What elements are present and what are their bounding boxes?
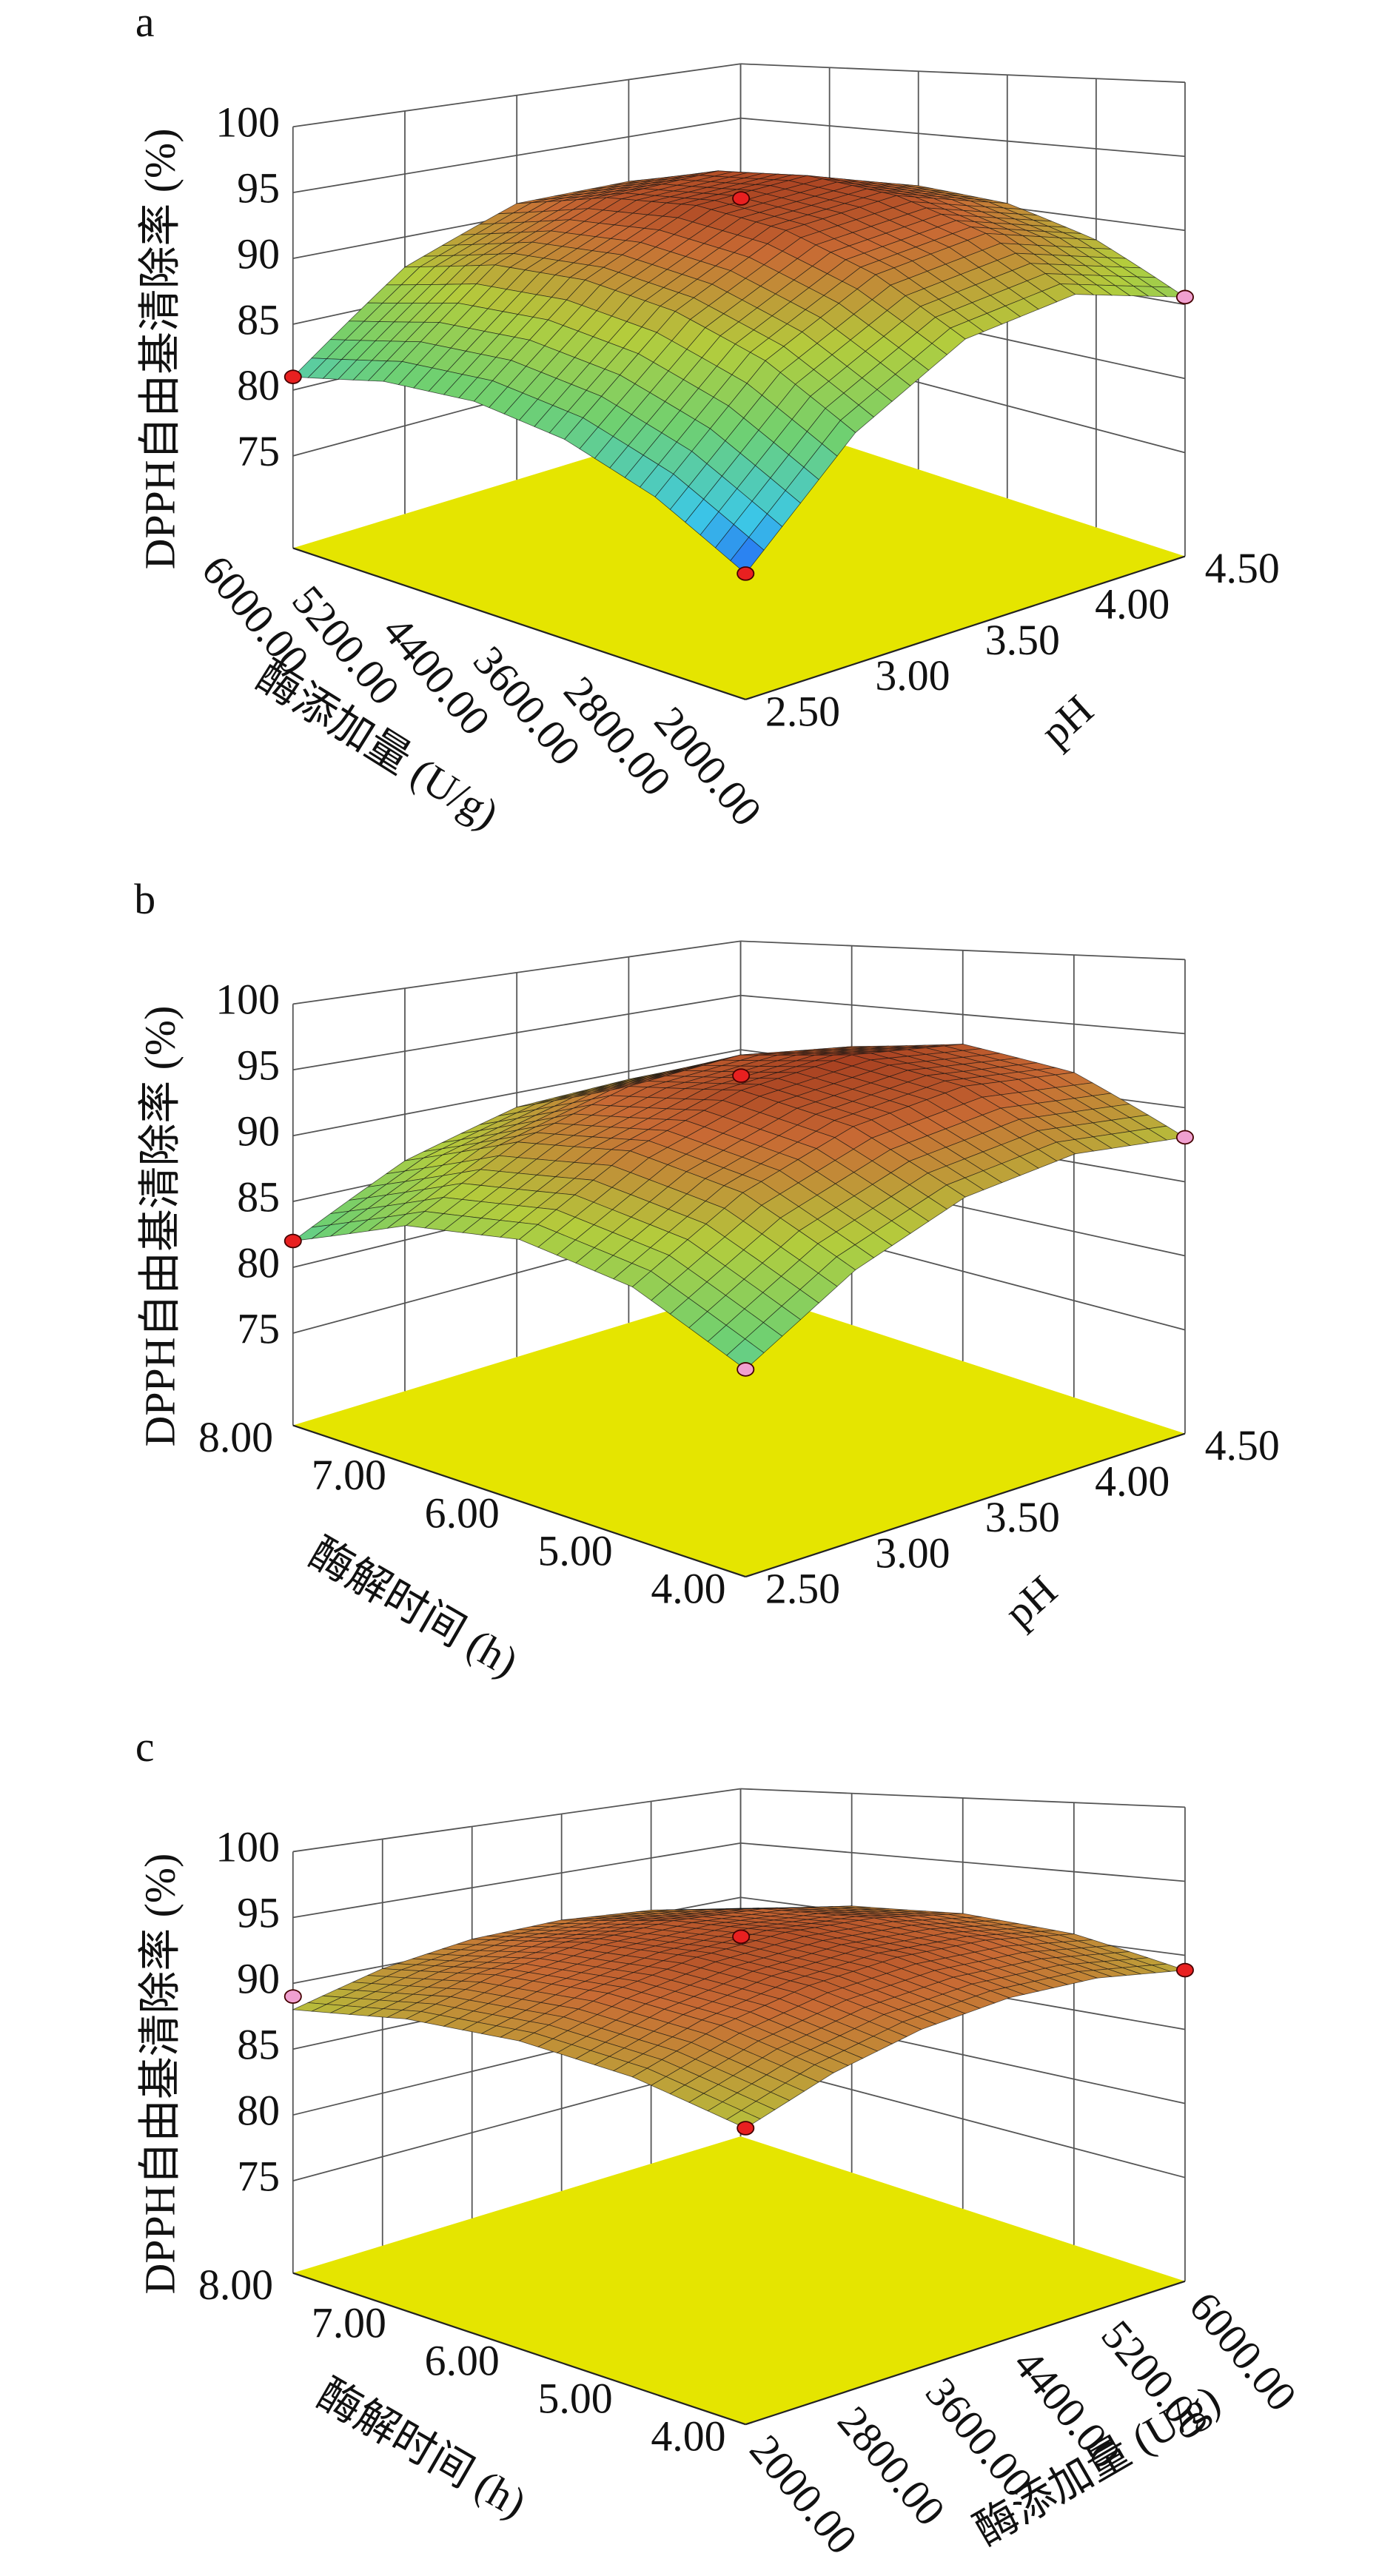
z-axis-title: DPPH自由基清除率 (%) bbox=[136, 1006, 184, 1447]
figure-body: a75808590951002.503.003.504.004.502000.0… bbox=[134, 0, 1306, 2563]
y-tick-label: 4.00 bbox=[1095, 1458, 1170, 1506]
floor bbox=[292, 2136, 1185, 2425]
z-tick-label: 75 bbox=[237, 1304, 280, 1352]
panel: c75808590951002000.002800.003600.004400.… bbox=[135, 1723, 1306, 2563]
z-tick-label: 100 bbox=[215, 1823, 280, 1871]
y-tick-label: 4.00 bbox=[1095, 580, 1170, 628]
design-point bbox=[1175, 1962, 1194, 1978]
design-point bbox=[737, 1362, 755, 1377]
design-point bbox=[284, 369, 302, 384]
z-tick-label: 90 bbox=[237, 1107, 280, 1155]
x-tick-label: 7.00 bbox=[312, 2298, 386, 2347]
panel-title: a bbox=[135, 0, 155, 46]
y-tick-label: 4.50 bbox=[1205, 1421, 1280, 1469]
design-point bbox=[1175, 1130, 1194, 1145]
x-axis-title: 酶解时间 (h) bbox=[309, 2369, 534, 2527]
floor bbox=[292, 1289, 1185, 1577]
z-tick-label: 95 bbox=[237, 164, 280, 212]
x-tick-label: 8.00 bbox=[198, 2261, 273, 2309]
surface-cell bbox=[730, 537, 765, 574]
z-tick-label: 90 bbox=[237, 1955, 280, 2003]
x-tick-label: 4.00 bbox=[651, 2412, 725, 2461]
x-tick-label: 5.00 bbox=[538, 2375, 613, 2423]
design-point bbox=[732, 1929, 751, 1945]
axis-line bbox=[292, 2272, 746, 2426]
design-point bbox=[284, 1989, 302, 2004]
z-tick-label: 85 bbox=[237, 2021, 280, 2069]
y-tick-label: 2.50 bbox=[765, 687, 840, 735]
surface-cell bbox=[726, 1338, 765, 1370]
panel-title: c bbox=[135, 1723, 155, 1771]
z-axis-title: DPPH自由基清除率 (%) bbox=[136, 1854, 184, 2295]
z-tick-label: 100 bbox=[215, 98, 280, 146]
grid-line bbox=[292, 1842, 741, 1919]
z-tick-label: 100 bbox=[215, 976, 280, 1024]
axis-line bbox=[745, 2280, 1186, 2426]
design-point bbox=[284, 1233, 302, 1249]
y-tick-label: 2.50 bbox=[765, 1565, 840, 1613]
x-tick-label: 4.00 bbox=[651, 1565, 725, 1613]
grid-line bbox=[740, 940, 1185, 961]
panel: b 75 80 85 90 95 100 2.50 3.00 3.50 4.00 4.50 4.00 5.… bbox=[134, 875, 1280, 1686]
z-tick-label: 85 bbox=[237, 295, 280, 343]
x-tick-label: 7.00 bbox=[312, 1451, 386, 1499]
x-axis-title: 酶解时间 (h) bbox=[301, 1529, 526, 1686]
z-tick-label: 95 bbox=[237, 1889, 280, 1937]
z-tick-label: 85 bbox=[237, 1173, 280, 1221]
grid-line bbox=[292, 1788, 741, 1853]
y-tick-label: 3.00 bbox=[875, 651, 950, 700]
y-axis-title: pH bbox=[1031, 685, 1102, 757]
design-point bbox=[732, 1068, 751, 1083]
y-tick-label: 3.50 bbox=[985, 1493, 1060, 1541]
axis-line bbox=[745, 1432, 1186, 1578]
y-tick-label: 4.50 bbox=[1205, 544, 1280, 592]
grid-line bbox=[740, 117, 1185, 158]
z-tick-label: 95 bbox=[237, 1042, 280, 1090]
panel: a75808590951002.503.003.504.004.502000.0… bbox=[135, 0, 1280, 838]
z-tick-label: 90 bbox=[237, 229, 280, 278]
y-axis-title: pH bbox=[995, 1566, 1066, 1637]
y-tick-label: 3.00 bbox=[875, 1529, 950, 1577]
x-tick-label: 6.00 bbox=[425, 2336, 500, 2384]
panel-title: b bbox=[134, 875, 155, 923]
z-tick-label: 75 bbox=[237, 427, 280, 475]
x-tick-label: 5.00 bbox=[538, 1526, 613, 1574]
y-tick-label: 3.50 bbox=[985, 616, 1060, 664]
design-point bbox=[737, 2121, 755, 2136]
x-tick-label: 8.00 bbox=[198, 1413, 273, 1461]
z-tick-label: 80 bbox=[237, 361, 280, 409]
z-tick-label: 80 bbox=[237, 2086, 280, 2134]
design-point bbox=[1175, 289, 1194, 305]
axis-line bbox=[745, 555, 1186, 701]
design-point bbox=[737, 566, 755, 581]
axis-line bbox=[292, 547, 746, 701]
design-point bbox=[732, 191, 751, 206]
z-tick-label: 80 bbox=[237, 1238, 280, 1287]
z-tick-label: 75 bbox=[237, 2152, 280, 2200]
x-tick-label: 6.00 bbox=[425, 1489, 500, 1537]
z-axis-title: DPPH自由基清除率 (%) bbox=[136, 129, 184, 570]
axis-line bbox=[292, 1424, 746, 1578]
grid-line bbox=[292, 63, 741, 128]
grid-line bbox=[740, 63, 1185, 84]
